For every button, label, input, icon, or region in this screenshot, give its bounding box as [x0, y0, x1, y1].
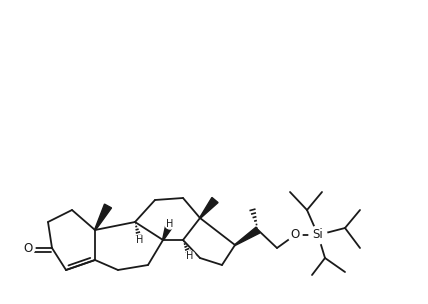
Polygon shape	[235, 227, 260, 245]
Text: O: O	[290, 229, 300, 241]
Text: Si: Si	[312, 229, 324, 241]
Text: H: H	[166, 219, 174, 229]
Circle shape	[288, 228, 302, 242]
Circle shape	[165, 219, 175, 229]
Circle shape	[135, 235, 145, 245]
Text: H: H	[136, 235, 144, 245]
Polygon shape	[163, 223, 174, 240]
Polygon shape	[199, 197, 218, 218]
Circle shape	[309, 226, 327, 244]
Circle shape	[185, 251, 195, 261]
Text: H: H	[186, 251, 194, 261]
Polygon shape	[95, 204, 112, 230]
Text: O: O	[24, 241, 33, 254]
Circle shape	[21, 241, 35, 255]
